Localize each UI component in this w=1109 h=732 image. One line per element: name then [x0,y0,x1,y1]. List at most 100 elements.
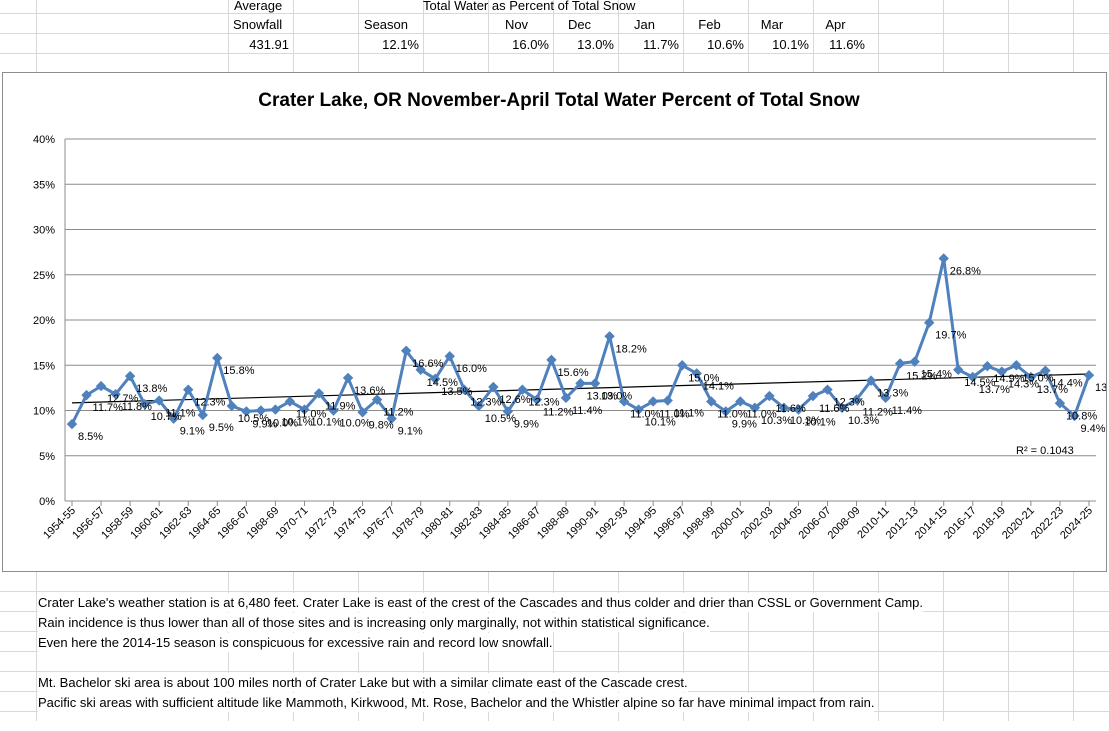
data-point-marker [197,409,208,421]
data-label: 10.1% [804,417,835,429]
data-point-marker [81,389,92,401]
month-value-apr[interactable]: 11.6% [829,37,865,52]
data-label: 13.7% [979,384,1010,396]
data-label: 13.0% [601,390,632,402]
data-point-marker [953,364,964,375]
data-point-marker [662,395,673,406]
month-label-nov[interactable]: Nov [504,17,529,32]
data-label: 11.6% [775,403,806,415]
data-label: 18.2% [616,343,647,355]
data-label: 16.0% [456,363,487,375]
data-label: 16.6% [412,358,443,370]
data-point-marker [691,368,702,379]
data-point-marker [982,360,993,372]
data-point-marker [1011,360,1022,371]
month-value-dec[interactable]: 13.0% [577,37,614,52]
data-label: 15.4% [921,369,952,381]
season-label[interactable]: Season [363,17,408,32]
data-label: 11.0% [746,408,777,420]
chart-frame[interactable]: Crater Lake, OR November-April Total Wat… [2,72,1107,572]
note-line[interactable]: Rain incidence is thus lower than all of… [38,613,710,632]
data-point-marker [502,406,514,417]
data-point-marker [647,396,659,407]
month-value-feb[interactable]: 10.6% [707,37,744,52]
note-line[interactable]: Crater Lake's weather station is at 6,48… [38,593,924,612]
r-squared-label: R² = 0.1043 [1016,445,1074,457]
data-label: 10.8% [1066,410,1097,422]
data-point-marker [1083,369,1095,381]
data-label: 13.8% [136,383,167,395]
total-water-header[interactable]: Total Water as Percent of Total Snow [423,0,636,13]
data-labels: 8.5%11.7%12.7%11.8%13.8%10.7%11.1%9.1%12… [78,265,1106,443]
grid-row [0,652,1109,672]
data-label: 9.9% [732,418,757,430]
data-label: 14.9% [993,373,1024,385]
data-point-marker [720,406,731,417]
note-line[interactable]: Pacific ski areas with sufficient altitu… [38,693,875,712]
y-tick-label: 30% [33,225,55,237]
month-label-dec[interactable]: Dec [567,17,592,32]
data-label: 10.1% [645,417,676,429]
data-point-marker [604,331,615,342]
data-label: 10.5% [485,413,516,425]
data-point-marker [1040,365,1051,376]
average-label[interactable]: Average [234,0,283,13]
data-point-marker [95,380,107,392]
data-label: 12.3% [528,397,559,409]
data-label: 15.0% [688,372,719,384]
month-label-apr[interactable]: Apr [825,17,846,32]
data-point-marker [967,371,978,383]
data-label: 11.7% [93,402,124,414]
data-label: 10.1% [281,417,312,429]
data-label: 13.0% [587,390,618,402]
data-point-marker [371,394,383,405]
data-label: 11.4% [892,405,923,417]
data-label: 26.8% [950,265,981,277]
data-label: 10.5% [238,413,269,425]
x-axis-labels: 1954-551956-571958-591960-611962-631964-… [41,505,1095,542]
data-label: 11.0% [296,408,327,420]
month-value-jan[interactable]: 11.7% [643,37,679,52]
data-label: 14.5% [964,377,995,389]
data-point-marker [153,395,165,406]
month-label-feb[interactable]: Feb [698,17,721,32]
month-value-mar[interactable]: 10.1% [772,37,809,52]
data-point-marker [880,392,891,404]
note-line[interactable]: Even here the 2014-15 season is conspicu… [38,633,553,652]
data-point-marker [1054,398,1066,409]
data-label: 11.0% [717,408,748,420]
data-point-marker [473,400,485,412]
data-point-marker [415,364,426,375]
data-label: 13.7% [1037,384,1068,396]
data-point-marker [124,370,136,382]
data-label: 9.8% [369,419,394,431]
data-point-marker [894,358,906,369]
data-label: 13.3% [877,388,908,400]
data-label: 11.4% [572,405,603,417]
data-label: 14.4% [1051,378,1082,390]
data-label: 9.9% [514,418,539,430]
month-value-nov[interactable]: 16.0% [512,37,549,52]
y-tick-label: 35% [33,179,55,191]
data-label: 12.7% [107,393,138,405]
data-label: 11.8% [122,401,153,413]
season-value[interactable]: 12.1% [382,37,419,52]
snowfall-value[interactable]: 431.91 [249,37,289,52]
data-point-marker [793,404,804,415]
data-label: 11.0% [659,408,690,420]
snowfall-label[interactable]: Snowfall [233,17,283,32]
grid-row [0,14,1109,34]
note-line[interactable]: Mt. Bachelor ski area is about 100 miles… [38,673,688,692]
gridlines [65,138,1096,457]
month-label-jan[interactable]: Jan [634,17,655,32]
month-label-mar[interactable]: Mar [760,17,784,32]
data-point-marker [328,405,339,416]
data-point-marker [909,356,920,367]
data-point-marker [764,390,775,402]
data-point-marker [575,378,586,389]
chart-title: Crater Lake, OR November-April Total Wat… [258,90,860,111]
data-label: 8.5% [78,431,103,443]
data-point-marker [1025,371,1037,383]
data-label: 11.2% [543,407,574,419]
data-label: 15.8% [223,365,254,377]
